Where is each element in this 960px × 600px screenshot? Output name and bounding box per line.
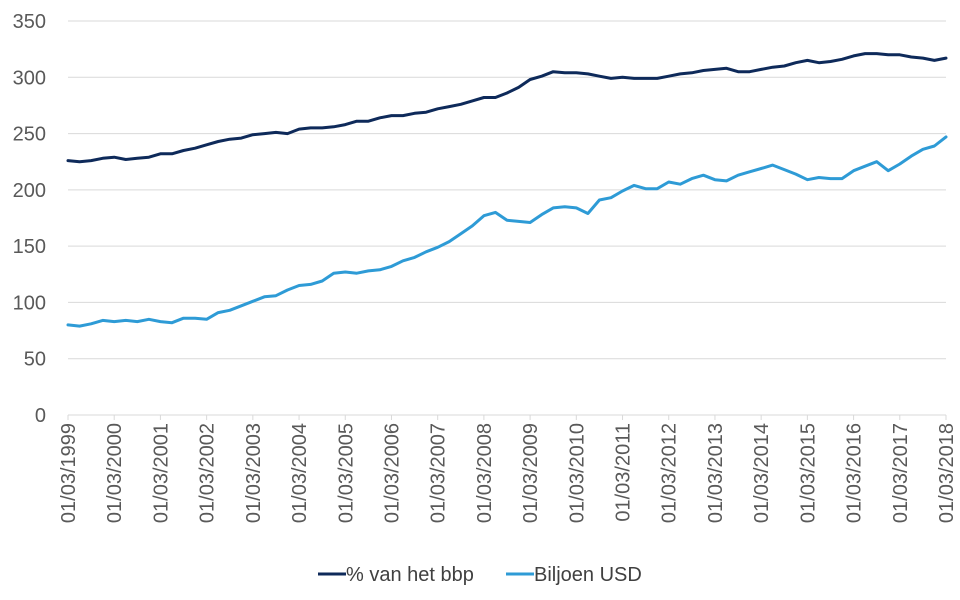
x-tick-label: 01/03/2006	[381, 423, 403, 523]
x-tick-label: 01/03/2007	[428, 423, 450, 523]
y-tick-label: 350	[13, 11, 46, 33]
x-axis: 01/03/1999 01/03/2000 01/03/2001 01/03/2002…	[58, 415, 958, 523]
x-tick-label: 01/03/2014	[751, 423, 773, 523]
y-tick-label: 150	[13, 236, 46, 258]
legend: % van het bbp Biljoen USD	[318, 564, 642, 586]
x-tick-label: 01/03/2015	[797, 423, 819, 523]
x-tick-label: 01/03/2002	[197, 423, 219, 523]
x-tick-label: 01/03/2017	[890, 423, 912, 523]
x-tick-label: 01/03/2001	[150, 423, 172, 523]
x-tick-label: 01/03/2016	[844, 423, 866, 523]
x-tick-label: 01/03/2010	[566, 423, 588, 523]
x-tick-label: 01/03/2004	[289, 423, 311, 523]
x-tick-label: 01/03/1999	[58, 423, 80, 523]
x-tick-label: 01/03/2003	[243, 423, 265, 523]
y-tick-label: 50	[24, 349, 46, 371]
x-tick-label: 01/03/2000	[104, 423, 126, 523]
x-tick-label: 01/03/2013	[705, 423, 727, 523]
series-line-pct-bbp	[66, 52, 948, 164]
y-tick-label: 100	[13, 292, 46, 314]
gridlines	[68, 20, 946, 416]
y-tick-label: 0	[35, 405, 46, 427]
x-tick-label: 01/03/2011	[613, 423, 635, 522]
x-tick-label: 01/03/2008	[474, 423, 496, 523]
legend-label: Biljoen USD	[534, 564, 642, 586]
x-tick-label: 01/03/2005	[335, 423, 357, 523]
y-tick-label: 300	[13, 67, 46, 89]
y-axis: 0 50 100 150 200 250 300 350	[13, 11, 46, 427]
x-tick-label: 01/03/2012	[659, 423, 681, 523]
series-lines	[66, 52, 948, 328]
y-tick-label: 200	[13, 180, 46, 202]
x-tick-label: 01/03/2018	[936, 423, 958, 523]
x-tick-label: 01/03/2009	[520, 423, 542, 523]
series-line-biljoen-usd	[66, 135, 948, 328]
y-tick-label: 250	[13, 124, 46, 146]
legend-label: % van het bbp	[346, 564, 474, 586]
